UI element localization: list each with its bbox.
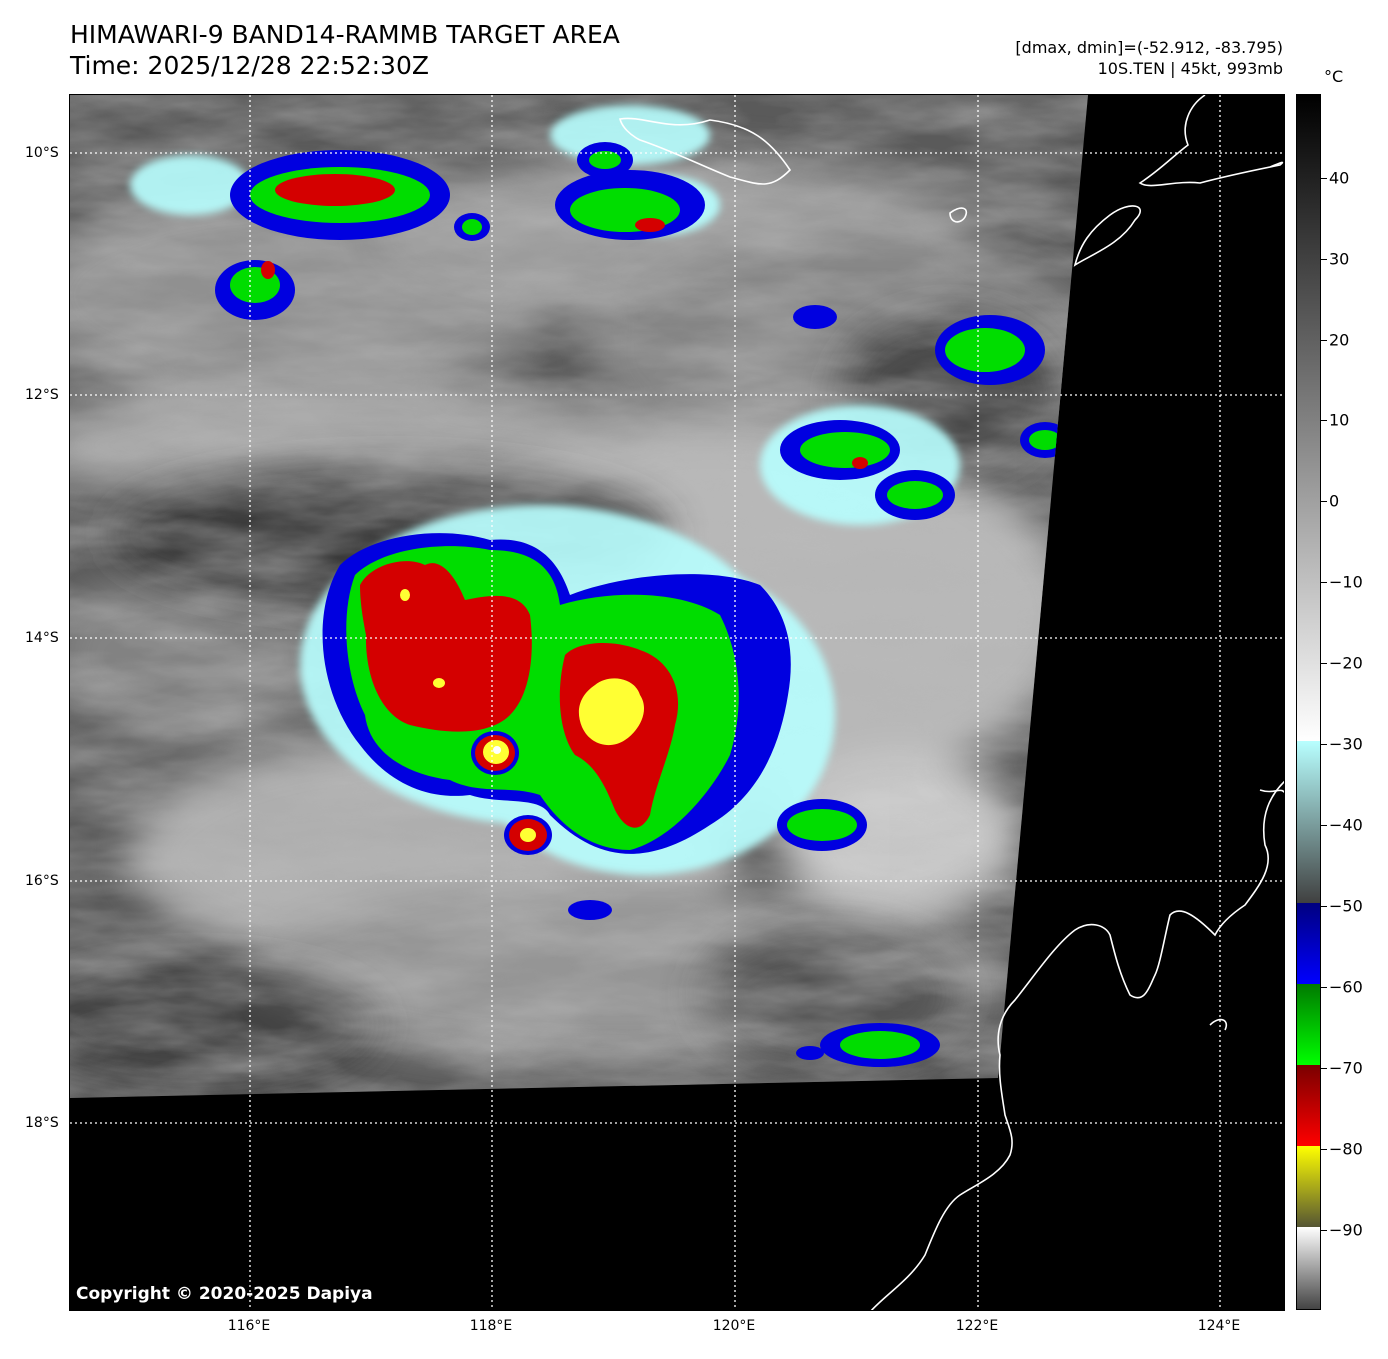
colorbar-tick — [1321, 987, 1327, 988]
colorbar-label: −30 — [1329, 734, 1363, 754]
convective-cloud-tops — [215, 142, 1070, 1067]
colorbar-tick — [1321, 501, 1327, 502]
colorbar-label: 20 — [1329, 330, 1350, 350]
colorbar-label: −60 — [1329, 977, 1363, 997]
colorbar-tick — [1321, 420, 1327, 421]
coastlines — [619, 95, 1284, 1310]
colorbar-label: 0 — [1329, 491, 1340, 511]
stats-range: [dmax, dmin]=(-52.912, -83.795) — [1015, 38, 1283, 57]
colorbar-unit: °C — [1324, 67, 1344, 86]
lon-label-122e: 122°E — [955, 1318, 999, 1334]
lon-label-120e: 120°E — [712, 1318, 756, 1334]
colorbar-label: 40 — [1329, 168, 1350, 188]
colorbar-label: −40 — [1329, 815, 1363, 835]
colorbar-tick — [1321, 906, 1327, 907]
colorbar-tick — [1321, 1230, 1327, 1231]
colorbar-tick — [1321, 340, 1327, 341]
colorbar-label: −70 — [1329, 1058, 1363, 1078]
colorbar-tick — [1321, 744, 1327, 745]
colorbar-tick — [1321, 259, 1327, 260]
colorbar-label: −80 — [1329, 1139, 1363, 1159]
satellite-imagery — [70, 95, 1284, 1310]
copyright-notice: Copyright © 2020-2025 Dapiya — [76, 1284, 373, 1304]
lat-label-10s: 10°S — [25, 145, 59, 161]
colorbar-tick — [1321, 1149, 1327, 1150]
lat-label-12s: 12°S — [25, 387, 59, 403]
lat-label-16s: 16°S — [25, 873, 59, 889]
satellite-map[interactable] — [69, 94, 1285, 1311]
temperature-colorbar — [1296, 94, 1321, 1310]
colorbar-tick — [1321, 178, 1327, 179]
colorbar-tick — [1321, 1068, 1327, 1069]
colorbar-label: 10 — [1329, 410, 1350, 430]
colorbar-tick — [1321, 663, 1327, 664]
lat-label-14s: 14°S — [25, 630, 59, 646]
colorbar-label: −10 — [1329, 572, 1363, 592]
lon-label-124e: 124°E — [1197, 1318, 1241, 1334]
lon-label-116e: 116°E — [227, 1318, 271, 1334]
chart-time: Time: 2025/12/28 22:52:30Z — [70, 51, 429, 80]
colorbar-label: −20 — [1329, 653, 1363, 673]
storm-info: 10S.TEN | 45kt, 993mb — [1097, 59, 1283, 78]
colorbar-tick — [1321, 825, 1327, 826]
lon-label-118e: 118°E — [469, 1318, 513, 1334]
colorbar-label: 30 — [1329, 249, 1350, 269]
colorbar-label: −50 — [1329, 896, 1363, 916]
lat-label-18s: 18°S — [25, 1115, 59, 1131]
colorbar-tick — [1321, 582, 1327, 583]
colorbar-label: −90 — [1329, 1220, 1363, 1240]
chart-title: HIMAWARI-9 BAND14-RAMMB TARGET AREA — [70, 20, 620, 49]
